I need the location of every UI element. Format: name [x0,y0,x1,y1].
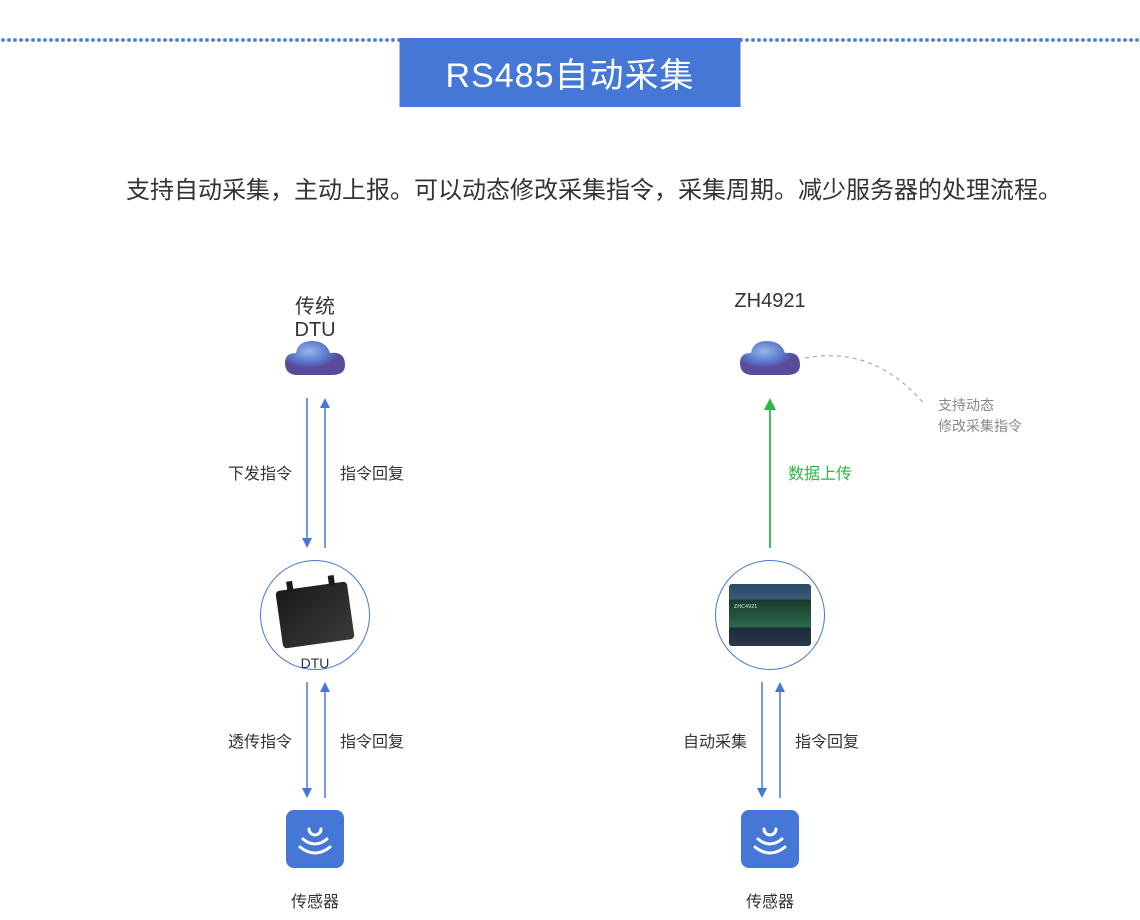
label-cmd-reply-3: 指令回复 [795,728,859,752]
dtu-label: DTU [301,655,330,671]
zhc-box-icon: ZHC4921 [729,584,811,646]
arrow-down-left-top [300,398,314,548]
sensor-label-left: 传感器 [291,888,339,912]
label-send-cmd: 下发指令 [228,460,292,484]
cloud-icon-right [735,335,805,385]
right-column-title: ZH4921 [730,290,810,313]
label-data-upload: 数据上传 [788,460,852,484]
dashed-annotation-curve [805,350,955,430]
arrow-down-left-bottom [300,682,314,798]
label-pass-cmd: 透传指令 [228,728,292,752]
sensor-icon-left [286,810,344,868]
diagram-container: 传统DTU 下发指令 指令回复 DTU 透传指令 指令回复 [0,290,1140,910]
description-text: 支持自动采集，主动上报。可以动态修改采集指令，采集周期。减少服务器的处理流程。 [78,168,1062,214]
dtu-box-icon [275,581,354,648]
dtu-device: DTU [260,560,370,670]
zhc-device: ZHC4921 [715,560,825,670]
label-cmd-reply-2: 指令回复 [340,728,404,752]
annotation-line2: 修改采集指令 [938,418,1022,434]
cloud-icon-left [280,335,350,385]
sensor-icon-right [741,810,799,868]
arrow-up-green [763,398,777,548]
annotation-text: 支持动态 修改采集指令 [938,395,1022,437]
annotation-line1: 支持动态 [938,397,994,413]
arrow-up-left-top [318,398,332,548]
page-title: RS485自动采集 [400,38,741,107]
arrow-up-right-bottom [773,682,787,798]
arrow-up-left-bottom [318,682,332,798]
label-auto-collect: 自动采集 [683,728,747,752]
arrow-down-right-bottom [755,682,769,798]
sensor-label-right: 传感器 [746,888,794,912]
label-cmd-reply-1: 指令回复 [340,460,404,484]
